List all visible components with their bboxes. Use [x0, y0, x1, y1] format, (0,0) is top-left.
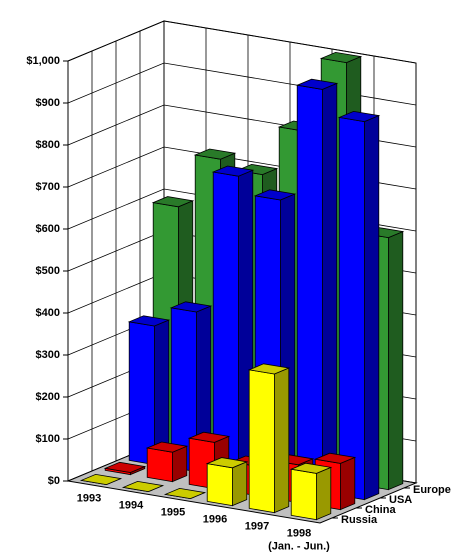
x-tick-label: 1994	[119, 499, 144, 511]
bar	[103, 461, 147, 476]
bar-top	[169, 301, 213, 313]
x-tick-label: 1998 (Jan. - Jun.)	[268, 527, 330, 552]
series-label: USA	[389, 494, 412, 506]
y-tick-label: $700	[36, 181, 60, 193]
bar-top	[313, 452, 357, 464]
bar	[79, 473, 123, 486]
bar	[247, 363, 291, 514]
series-label: Russia	[341, 514, 378, 526]
bar-top	[205, 457, 249, 469]
bar-side	[273, 367, 290, 514]
bar-front	[338, 116, 365, 501]
bar	[127, 315, 171, 466]
bar	[205, 457, 249, 507]
bar-top	[121, 480, 165, 493]
bar-top	[235, 163, 279, 176]
y-tick-label: $200	[36, 391, 60, 403]
bar-top	[253, 189, 297, 201]
bar-side	[363, 114, 380, 501]
y-tick-label: $600	[36, 223, 60, 235]
bar	[169, 301, 213, 473]
bar	[121, 480, 165, 493]
bar	[289, 462, 333, 521]
bar-top	[103, 461, 147, 473]
y-tick-label: $900	[36, 97, 60, 109]
bar	[295, 78, 339, 494]
bar-side	[321, 82, 338, 494]
series-label: Europe	[413, 484, 451, 496]
bar-front	[206, 463, 233, 507]
bar-side	[231, 461, 248, 507]
x-tick-label: 1997	[245, 520, 269, 532]
y-tick-label: $400	[36, 307, 60, 319]
bar-front	[212, 171, 239, 480]
bar-side	[339, 456, 356, 511]
bar-front	[146, 447, 173, 483]
y-tick-label: $300	[36, 349, 60, 361]
bar-front	[296, 84, 323, 494]
bar-top	[79, 473, 123, 486]
bar-top	[247, 363, 291, 375]
bar-top	[193, 148, 237, 160]
bar-top	[151, 196, 195, 208]
y-tick-label: $100	[36, 433, 60, 445]
bar-top	[127, 315, 171, 327]
grid-line	[67, 20, 417, 64]
bar-top	[145, 441, 189, 453]
bar-side	[315, 466, 332, 521]
bar-top	[337, 110, 381, 123]
x-tick-label: 1996	[203, 513, 227, 525]
y-tick-label: $800	[36, 139, 60, 151]
bar-front	[128, 321, 155, 466]
series-label: China	[365, 504, 396, 516]
bar-front	[248, 369, 275, 514]
bar-top	[211, 165, 255, 177]
y-tick-label: $0	[48, 475, 60, 487]
x-tick-label: 1993	[77, 492, 101, 504]
y-tick-label: $500	[36, 265, 60, 277]
bar-front	[290, 468, 317, 521]
bar-side	[387, 231, 404, 491]
bar-top	[295, 78, 339, 90]
x-tick-label: 1995	[161, 506, 185, 518]
bar	[163, 487, 207, 500]
bar	[211, 165, 255, 480]
bar-top	[319, 51, 363, 64]
bar-top	[289, 462, 333, 474]
bar	[145, 441, 189, 483]
bar-top	[187, 431, 231, 443]
bar-top	[163, 487, 207, 500]
bar	[337, 110, 381, 501]
y-tick-label: $1,000	[26, 55, 60, 67]
